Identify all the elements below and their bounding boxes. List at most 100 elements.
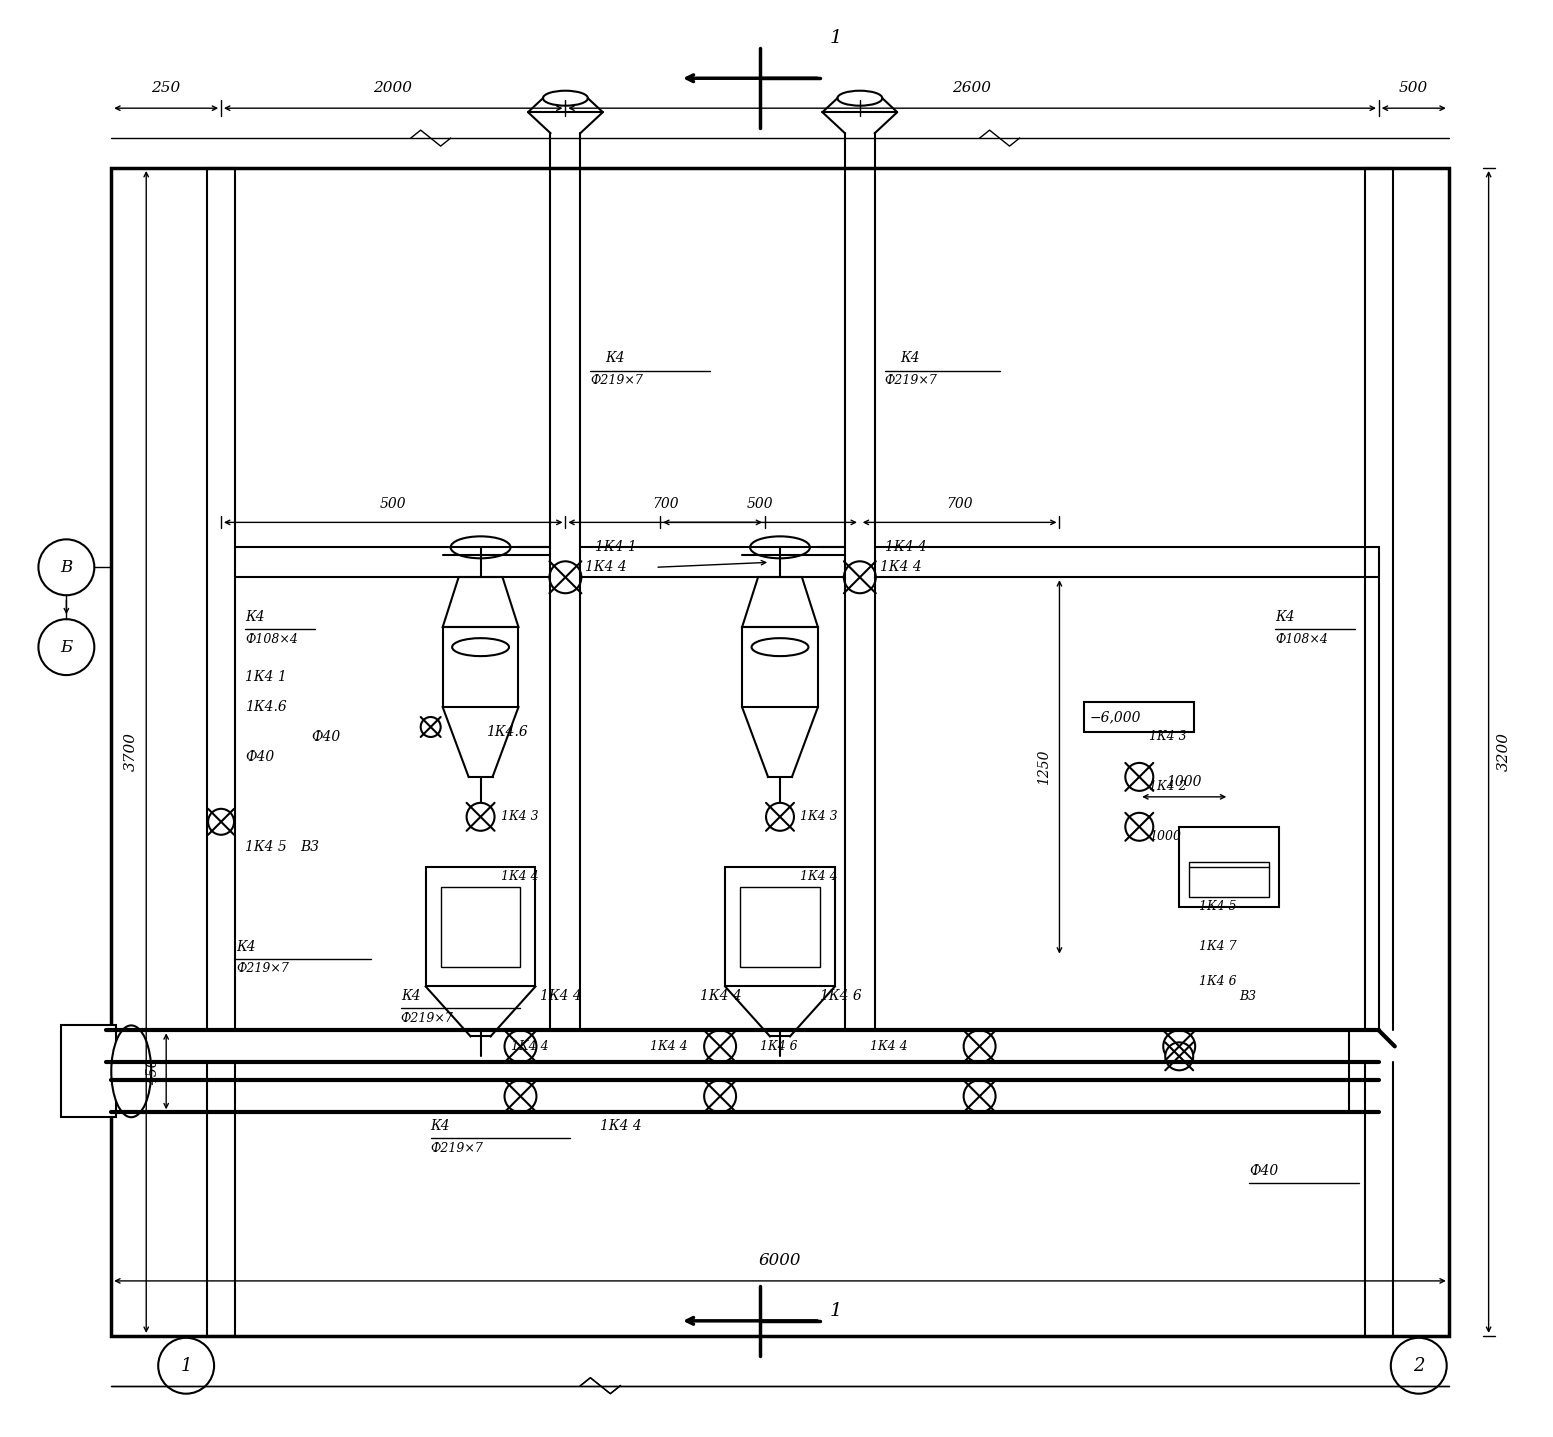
Circle shape [505,1081,536,1112]
Text: К4: К4 [899,351,919,365]
Bar [441,887,520,967]
Bar [62,1026,116,1117]
Circle shape [766,803,794,831]
Text: 1: 1 [829,29,842,47]
Text: В3: В3 [300,839,318,854]
Text: 1К4 4: 1К4 4 [500,871,539,884]
Text: 1К4 6: 1К4 6 [1199,974,1236,989]
Text: 1К4 3: 1К4 3 [500,810,539,823]
Text: 2600: 2600 [952,82,991,95]
Circle shape [208,809,235,835]
Circle shape [505,1030,536,1062]
Text: Б: Б [61,638,73,655]
Text: 1250: 1250 [1037,749,1051,785]
Text: К4: К4 [245,611,264,624]
Bar [1179,826,1280,907]
Text: 1К4 4: 1К4 4 [511,1040,548,1053]
Text: 1: 1 [829,1302,842,1319]
Text: 1К4 2: 1К4 2 [1149,780,1186,793]
Circle shape [704,1081,736,1112]
Text: 3200: 3200 [1497,733,1511,772]
Circle shape [421,717,441,737]
Text: Ф219×7: Ф219×7 [236,961,289,976]
Text: Ф219×7: Ф219×7 [401,1012,453,1025]
Text: 450: 450 [146,1058,160,1085]
Circle shape [550,562,581,593]
Text: 3700: 3700 [124,733,138,772]
Text: 1К4 4: 1К4 4 [601,1119,641,1134]
Text: В: В [61,559,73,576]
Text: К4: К4 [430,1119,450,1134]
Text: 1К4 1: 1К4 1 [595,540,637,555]
Text: 1К4 4: 1К4 4 [585,560,627,575]
Text: Ф40: Ф40 [311,730,340,744]
Text: Ф219×7: Ф219×7 [885,374,938,387]
Text: 1К4 6: 1К4 6 [759,1040,798,1053]
Circle shape [964,1081,995,1112]
Bar [741,887,820,967]
Text: 500: 500 [379,497,405,512]
Bar [426,867,536,986]
Circle shape [1163,1030,1196,1062]
Ellipse shape [750,536,811,559]
Text: 1К4.6: 1К4.6 [245,700,287,714]
Circle shape [158,1338,214,1394]
Text: В3: В3 [1239,990,1256,1003]
Ellipse shape [112,1026,151,1117]
Text: 1К4 5: 1К4 5 [245,839,287,854]
Text: К4: К4 [401,990,421,1003]
Circle shape [1126,813,1154,841]
Bar [112,168,1449,1336]
Circle shape [1391,1338,1447,1394]
Text: Ф219×7: Ф219×7 [590,374,643,387]
Ellipse shape [837,91,882,106]
Text: 1К4 7: 1К4 7 [1199,940,1236,953]
Circle shape [1165,1042,1193,1071]
Text: К4: К4 [1275,611,1295,624]
Text: 1К4 1: 1К4 1 [245,670,287,684]
Text: 1К4 4: 1К4 4 [540,990,582,1003]
Bar [1084,703,1194,731]
Text: 700: 700 [946,497,974,512]
Text: 1: 1 [180,1357,193,1375]
Text: 1К4 4: 1К4 4 [870,1040,907,1053]
Text: 1000: 1000 [1149,831,1182,844]
Circle shape [39,619,95,675]
Text: 500: 500 [747,497,773,512]
Text: 700: 700 [652,497,679,512]
Circle shape [466,803,494,831]
Text: −6,000: −6,000 [1089,710,1141,724]
Ellipse shape [450,536,511,559]
Circle shape [39,539,95,595]
Text: 1К4 4: 1К4 4 [885,540,927,555]
Text: 1К4 3: 1К4 3 [800,810,837,823]
Text: 1К4 4: 1К4 4 [881,560,921,575]
Text: Ф40: Ф40 [245,750,275,764]
Text: Ф108×4: Ф108×4 [245,632,298,645]
Text: 1К4 4: 1К4 4 [700,990,742,1003]
Circle shape [704,1030,736,1062]
Text: 1К4 4: 1К4 4 [800,871,837,884]
Text: К4: К4 [236,940,256,954]
Text: 500: 500 [1399,82,1429,95]
Text: Ф219×7: Ф219×7 [430,1141,483,1155]
Circle shape [1126,763,1154,790]
Text: 1000: 1000 [1166,775,1202,789]
Bar [725,867,836,986]
Text: 1К4 3: 1К4 3 [1149,730,1186,743]
Text: 2000: 2000 [373,82,412,95]
Bar [443,627,519,707]
Circle shape [964,1030,995,1062]
Text: 2: 2 [1413,1357,1424,1375]
Circle shape [843,562,876,593]
Ellipse shape [544,91,589,106]
Ellipse shape [452,638,509,657]
Text: Ф40: Ф40 [1249,1164,1278,1178]
Bar [742,627,818,707]
Text: 1К4 5: 1К4 5 [1199,900,1236,912]
Text: 250: 250 [152,82,180,95]
Bar [1190,862,1269,897]
Ellipse shape [752,638,809,657]
Text: 1К4.6: 1К4.6 [486,726,528,739]
Text: 1К4 4: 1К4 4 [651,1040,688,1053]
